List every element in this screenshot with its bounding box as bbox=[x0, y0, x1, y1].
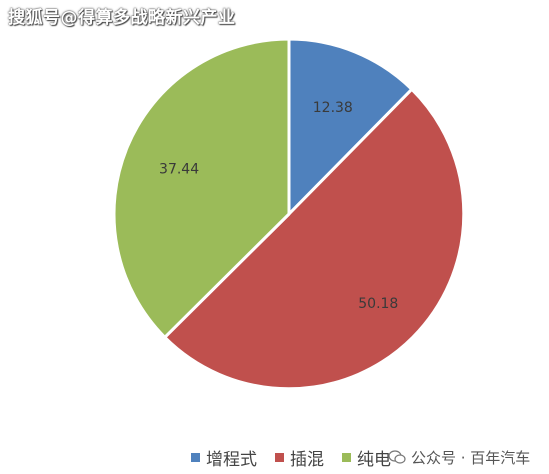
pie-data-label-1: 50.18 bbox=[358, 296, 398, 312]
legend-item-1: 插混 bbox=[275, 445, 324, 470]
pie-slices bbox=[112, 37, 466, 391]
pie-slice-0 bbox=[287, 37, 414, 216]
chart-legend: 增程式 插混 纯电 bbox=[191, 445, 409, 470]
pie-data-label-0: 12.38 bbox=[313, 100, 353, 116]
pie-data-labels: 12.38 50.18 37.44 bbox=[159, 100, 398, 312]
pie-slice-1 bbox=[163, 87, 466, 391]
pie-slice-2 bbox=[112, 37, 291, 339]
source-watermark: 搜狐号@得算多战略新兴产业 bbox=[8, 8, 236, 28]
legend-label-1: 插混 bbox=[290, 449, 324, 470]
legend-item-0: 增程式 bbox=[191, 445, 257, 470]
legend-item-2: 纯电 bbox=[342, 445, 391, 470]
legend-label-2: 纯电 bbox=[357, 449, 391, 470]
wechat-icon bbox=[388, 450, 406, 464]
legend-label-0: 增程式 bbox=[206, 449, 257, 470]
pie-data-label-2: 37.44 bbox=[159, 161, 199, 177]
wechat-watermark-text: 公众号 · 百年汽车 bbox=[411, 448, 531, 467]
legend-swatch-0 bbox=[191, 452, 200, 462]
legend-swatch-2 bbox=[342, 452, 351, 462]
wechat-watermark: 公众号 · 百年汽车 bbox=[388, 446, 530, 468]
legend-swatch-1 bbox=[275, 452, 284, 462]
